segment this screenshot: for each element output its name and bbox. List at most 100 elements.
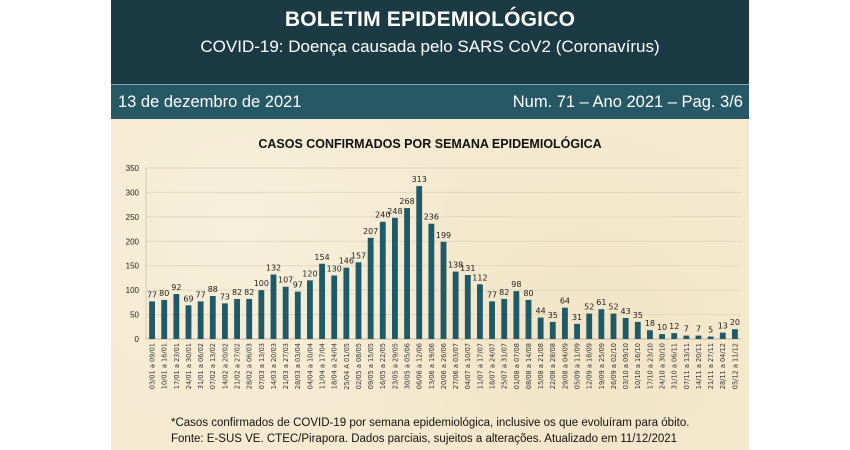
bar — [173, 294, 180, 339]
bar — [549, 321, 556, 339]
bar — [161, 299, 168, 339]
x-tick-label: 07/11 a 13/11 — [683, 343, 691, 389]
bar — [197, 301, 204, 339]
data-label: 199 — [436, 231, 451, 240]
x-tick-label: 04/04 a 10/04 — [306, 343, 314, 389]
bar — [343, 267, 350, 339]
bar — [355, 262, 362, 339]
x-tick-label: 19/09 a 25/09 — [598, 343, 606, 389]
data-label: 18 — [645, 319, 655, 328]
data-label: 44 — [536, 307, 546, 316]
x-tick-label: 04/07 a 10/07 — [464, 343, 472, 389]
y-tick-label: 0 — [135, 335, 140, 344]
chart-panel: CASOS CONFIRMADOS POR SEMANA EPIDEMIOLÓG… — [111, 119, 749, 450]
data-label: 138 — [448, 261, 463, 270]
bar — [477, 284, 483, 339]
x-tick-label: 31/10 a 06/11 — [671, 343, 679, 389]
x-tick-label: 23/05 a 29/05 — [391, 343, 399, 389]
x-tick-label: 22/08 a 28/08 — [549, 343, 557, 389]
data-label: 10 — [657, 323, 667, 332]
issue-band: 13 de dezembro de 2021 Num. 71 – Ano 202… — [111, 85, 749, 119]
bar — [319, 263, 325, 339]
bar — [464, 274, 471, 339]
bar — [307, 280, 313, 339]
bar — [525, 299, 532, 339]
data-label: 20 — [730, 318, 740, 327]
data-label: 35 — [548, 311, 558, 320]
x-tick-label: 02/05 a 08/05 — [355, 343, 363, 389]
bar — [622, 317, 629, 339]
bar — [489, 301, 495, 339]
data-label: 7 — [696, 325, 701, 334]
x-tick-label: 05/12 a 11/12 — [731, 343, 739, 389]
data-label: 5 — [708, 326, 713, 335]
bar — [222, 303, 228, 339]
bar — [695, 335, 702, 339]
x-tick-label: 21/03 a 27/03 — [282, 343, 290, 389]
bar — [598, 309, 605, 339]
x-tick-label: 28/11 a 04/12 — [719, 343, 727, 389]
x-tick-label: 28/03 a 03/04 — [294, 343, 302, 389]
bulletin-page: BOLETIM EPIDEMIOLÓGICO COVID-19: Doença … — [111, 0, 749, 450]
x-tick-label: 09/05 a 15/05 — [367, 343, 375, 389]
data-label: 107 — [278, 276, 293, 285]
data-label: 12 — [669, 322, 679, 331]
bar — [379, 221, 386, 339]
data-label: 88 — [208, 285, 218, 294]
bar — [392, 217, 398, 339]
bar — [659, 334, 665, 339]
x-tick-label: 18/04 a 24/04 — [331, 343, 339, 389]
data-label: 7 — [684, 325, 689, 334]
data-label: 131 — [460, 264, 475, 273]
data-label: 77 — [487, 290, 497, 299]
chart-title: CASOS CONFIRMADOS POR SEMANA EPIDEMIOLÓG… — [258, 137, 602, 151]
data-label: 313 — [412, 175, 427, 184]
x-tick-label: 06/06 a 12/06 — [416, 343, 424, 389]
x-tick-label: 10/01 a 16/01 — [161, 343, 169, 389]
footnote-line-1: *Casos confirmados de COVID-19 por seman… — [171, 417, 690, 429]
bar — [282, 286, 289, 339]
data-label: 69 — [183, 294, 193, 303]
x-tick-label: 17/10 a 23/10 — [646, 343, 654, 389]
bar — [331, 275, 338, 339]
bar — [671, 333, 678, 339]
x-tick-label: 10/10 a 16/10 — [634, 343, 642, 389]
x-tick-label: 11/07 a 17/07 — [476, 343, 484, 389]
bar — [707, 336, 714, 339]
data-label: 43 — [621, 307, 631, 316]
bar — [404, 208, 410, 339]
x-tick-label: 05/09 a 11/09 — [573, 343, 581, 389]
data-label: 82 — [232, 288, 242, 297]
data-label: 61 — [596, 298, 606, 307]
x-tick-label: 24/10 a 30/10 — [658, 343, 666, 389]
data-label: 98 — [511, 280, 521, 289]
x-tick-label: 25/07 a 31/07 — [501, 343, 509, 389]
y-tick-label: 100 — [126, 286, 140, 295]
bar — [513, 291, 520, 339]
data-label: 240 — [375, 211, 390, 220]
bulletin-header: BOLETIM EPIDEMIOLÓGICO COVID-19: Doença … — [111, 0, 749, 84]
data-label: 35 — [633, 311, 643, 320]
bar — [209, 296, 216, 339]
bar — [185, 305, 192, 339]
x-tick-label: 27/06 a 03/07 — [452, 343, 460, 389]
x-tick-label: 13/06 a 19/06 — [428, 343, 436, 389]
x-tick-label: 08/08 a 14/08 — [525, 343, 533, 389]
data-label: 157 — [351, 251, 366, 260]
bar-chart: 0 50 100 150 200 250 300 350 77 03/01 a 09/01 80 10… — [126, 164, 741, 390]
data-label: 120 — [302, 269, 317, 278]
bar — [428, 223, 435, 339]
x-tick-label: 07/02 a 13/02 — [209, 343, 217, 389]
data-label: 248 — [387, 207, 402, 216]
bar — [574, 323, 580, 339]
x-tick-label: 24/01 a 30/01 — [185, 343, 193, 389]
data-label: 77 — [147, 290, 157, 299]
bar — [246, 298, 253, 339]
bar — [719, 332, 726, 339]
data-label: 52 — [608, 303, 618, 312]
footnote-line-2: Fonte: E-SUS VE. CTEC/Pirapora. Dados pa… — [171, 433, 678, 445]
data-label: 82 — [244, 288, 254, 297]
data-label: 73 — [220, 292, 230, 301]
data-label: 80 — [523, 289, 533, 298]
header-divider — [111, 84, 749, 85]
